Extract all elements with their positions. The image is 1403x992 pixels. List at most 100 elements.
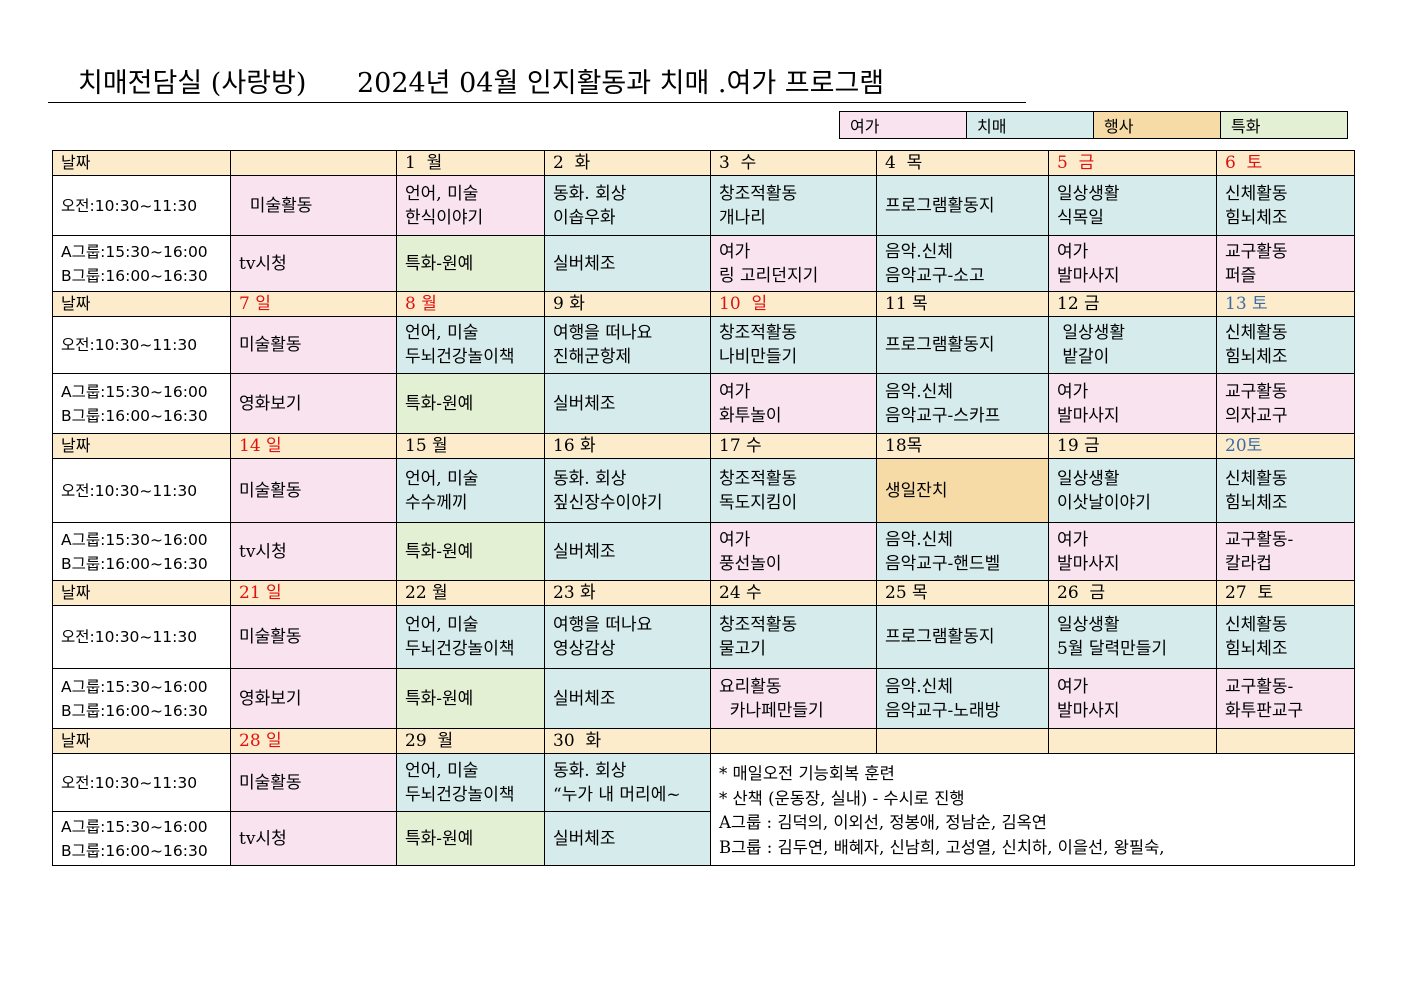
date-cell: 16 화: [544, 433, 711, 459]
activity-text: 발마사지: [1057, 700, 1120, 721]
activity-text: 요리활동: [719, 676, 782, 697]
activity-text: tv시청: [239, 541, 287, 562]
activity-text: 창조적활동: [719, 468, 798, 489]
afternoon-activity: 특화-원예: [396, 522, 545, 581]
group-a-time: A그룹:15:30~16:00: [61, 817, 208, 836]
activity-text: 미술활동: [239, 335, 302, 355]
afternoon-activity: 교구활동- 화투판교구: [1216, 668, 1355, 729]
afternoon-activity: 실버체조: [544, 235, 711, 292]
legend-leisure: 여가: [839, 111, 967, 139]
activity-text: 영상감상: [553, 639, 616, 659]
morning-row: 오전:10:30~11:30 미술활동 언어, 미술 두뇌건강놀이책 여행을 떠나요 영상…: [52, 605, 1355, 669]
morning-activity: 신체활동 힘뇌체조: [1216, 458, 1355, 523]
activity-text: “누가 내 머리에~: [553, 784, 681, 805]
activity-text: 여가: [1057, 241, 1089, 262]
date-cell: 10 일: [710, 291, 877, 317]
activity-text: 음악.신체: [885, 529, 953, 550]
morning-activity: 신체활동 힘뇌체조: [1216, 175, 1355, 236]
date-cell: 26 금: [1048, 580, 1217, 606]
activity-text: 신체활동: [1225, 323, 1288, 343]
afternoon-activity: 요리활동 카나페만들기: [710, 668, 877, 729]
date-cell: 4 목: [876, 150, 1049, 176]
morning-activity: 프로그램활동지: [876, 605, 1049, 669]
date-header-row: 날짜 21 일 22 월 23 화 24 수 25 목 26 금 27 토: [52, 580, 1355, 606]
activity-text: 음악교구-스카프: [885, 405, 1001, 426]
activity-text: 창조적활동: [719, 183, 798, 204]
date-cell: [710, 728, 877, 754]
morning-activity: 여행을 떠나요 진해군항제: [544, 316, 711, 374]
date-cell: 17 수: [710, 433, 877, 459]
date-cell: 5 금: [1048, 150, 1217, 176]
activity-text: 짚신장수이야기: [553, 492, 663, 513]
date-cell: 27 토: [1216, 580, 1355, 606]
date-cell: 3 수: [710, 150, 877, 176]
afternoon-row: A그룹:15:30~16:00 B그룹:16:00~16:30 영화보기 특화-원예 실…: [52, 668, 1355, 729]
morning-activity: 언어, 미술 두뇌건강놀이책: [396, 753, 545, 812]
morning-row: 오전:10:30~11:30 미술활동 언어, 미술 두뇌건강놀이책 여행을 떠나요 진해…: [52, 316, 1355, 374]
activity-text: 프로그램활동지: [885, 195, 995, 216]
group-a-time: A그룹:15:30~16:00: [61, 382, 208, 401]
activity-text: 여가: [1057, 381, 1089, 402]
afternoon-activity: 영화보기: [230, 668, 397, 729]
activity-text: 여가: [1057, 529, 1089, 550]
afternoon-activity: 실버체조: [544, 373, 711, 434]
afternoon-time-label: A그룹:15:30~16:00 B그룹:16:00~16:30: [52, 668, 231, 729]
group-b-time: B그룹:16:00~16:30: [61, 266, 208, 285]
morning-activity: 미술활동: [230, 175, 397, 236]
activity-text: 교구활동: [1225, 241, 1288, 262]
activity-text: 식목일: [1057, 207, 1104, 228]
activity-text: 언어, 미술: [405, 323, 479, 343]
date-cell: [1048, 728, 1217, 754]
morning-activity: 창조적활동 독도지킴이: [710, 458, 877, 523]
morning-row: 오전:10:30~11:30 미술활동 언어, 미술 한식이야기 동화. 회상 이솝우화…: [52, 175, 1355, 236]
date-cell: 22 월: [396, 580, 545, 606]
afternoon-activity: 교구활동 퍼즐: [1216, 235, 1355, 292]
activity-text: 신체활동: [1225, 183, 1288, 204]
activity-text: 의자교구: [1225, 405, 1288, 426]
activity-text: 언어, 미술: [405, 468, 479, 489]
title-room: 치매전담실 (사랑방): [78, 68, 307, 99]
note-line: * 산책 (운동장, 실내) - 수시로 진행: [719, 788, 965, 808]
activity-text: 음악교구-핸드벨: [885, 553, 1001, 574]
morning-activity: 창조적활동 물고기: [710, 605, 877, 669]
morning-activity: 여행을 떠나요 영상감상: [544, 605, 711, 669]
morning-activity: 일상생활 밭갈이: [1048, 316, 1217, 374]
activity-text: 특화-원예: [405, 828, 474, 849]
afternoon-activity: 특화-원예: [396, 811, 545, 866]
activity-text: 물고기: [719, 639, 766, 659]
afternoon-row: A그룹:15:30~16:00 B그룹:16:00~16:30 tv시청 특화-원예 실…: [52, 522, 1355, 581]
morning-time-label: 오전:10:30~11:30: [52, 458, 231, 523]
date-label: 날짜: [52, 150, 231, 176]
date-cell: 21 일: [230, 580, 397, 606]
activity-text: 일상생활: [1057, 323, 1125, 343]
date-cell: 29 월: [396, 728, 545, 754]
date-cell: 24 수: [710, 580, 877, 606]
activity-text: 실버체조: [553, 688, 616, 709]
activity-text: 교구활동-: [1225, 676, 1294, 697]
date-cell: 11 목: [876, 291, 1049, 317]
afternoon-activity: 실버체조: [544, 811, 711, 866]
morning-activity: 프로그램활동지: [876, 316, 1049, 374]
morning-activity: 미술활동: [230, 458, 397, 523]
activity-text: 신체활동: [1225, 468, 1288, 489]
activity-text: 화투판교구: [1225, 700, 1304, 721]
afternoon-row: A그룹:15:30~16:00 B그룹:16:00~16:30 영화보기 특화-원예 실…: [52, 373, 1355, 434]
activity-text: 두뇌건강놀이책: [405, 347, 515, 367]
morning-row: 오전:10:30~11:30 미술활동 언어, 미술 두뇌건강놀이책 동화. 회상 “누가…: [52, 753, 1355, 866]
activity-text: 한식이야기: [405, 207, 484, 228]
activity-text: 일상생활: [1057, 183, 1120, 204]
activity-text: 미술활동: [239, 627, 302, 647]
activity-text: 개나리: [719, 207, 766, 228]
activity-text: 밭갈이: [1057, 347, 1110, 367]
afternoon-activity: 여가 발마사지: [1048, 668, 1217, 729]
activity-text: 언어, 미술: [405, 760, 479, 781]
activity-text: 프로그램활동지: [885, 335, 995, 355]
activity-text: 미술활동: [239, 480, 302, 501]
activity-text: 음악교구-소고: [885, 265, 985, 286]
group-a-time: A그룹:15:30~16:00: [61, 677, 208, 696]
morning-activity: 미술활동: [230, 316, 397, 374]
activity-text: 실버체조: [553, 253, 616, 274]
